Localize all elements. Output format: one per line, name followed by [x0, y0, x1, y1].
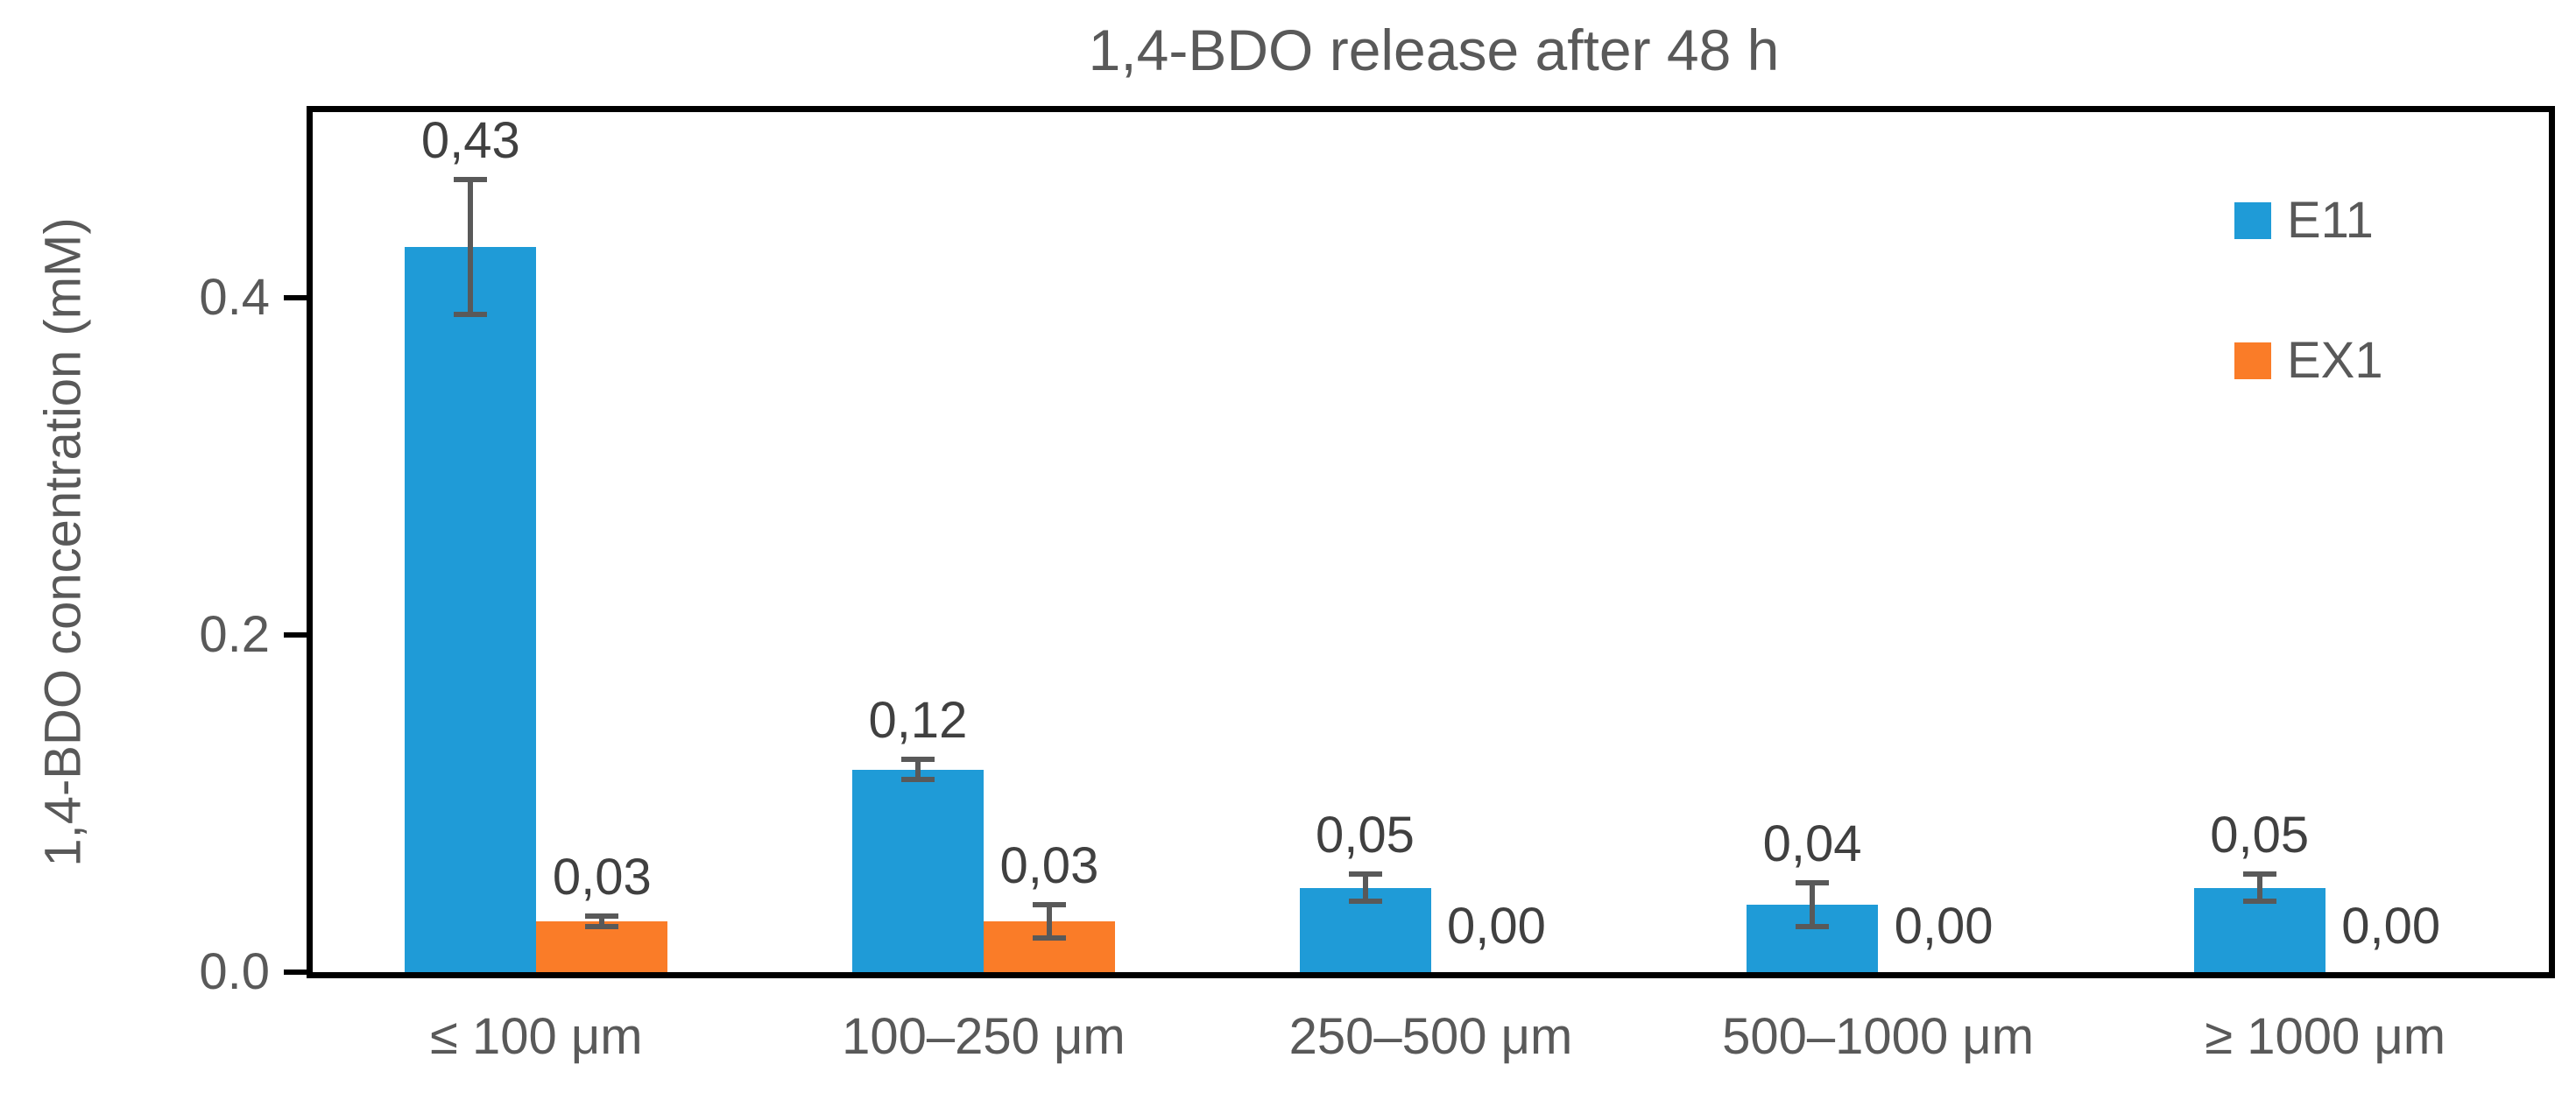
- plot-area: 0,43 0,12 0,05 0,04 0,05 0,03 0,03 0,00 0,00 0,00: [307, 106, 2555, 978]
- value-label-ex1-0: 0,03: [552, 849, 652, 906]
- value-label-e11-1: 0,12: [868, 692, 968, 750]
- error-bar-e11-0: [468, 180, 474, 315]
- bar-e11-0: [405, 247, 537, 972]
- value-label-e11-2: 0,05: [1316, 807, 1415, 864]
- chart-title: 1,4-BDO release after 48 h: [1088, 18, 1780, 82]
- error-bar-ex1-1: [1046, 904, 1052, 939]
- value-label-e11-0: 0,43: [420, 112, 520, 170]
- error-bar-e11-4: [2256, 874, 2262, 902]
- value-label-e11-3: 0,04: [1762, 814, 1862, 872]
- value-label-ex1-4: 0,00: [2341, 898, 2441, 955]
- x-tick-label: 100–250 μm: [842, 1008, 1126, 1065]
- error-bar-cap: [1796, 924, 1830, 929]
- y-tick-mark: [284, 631, 307, 638]
- x-tick-label: 500–1000 μm: [1722, 1008, 2035, 1065]
- error-bar-cap: [2242, 871, 2276, 878]
- error-bar-e11-1: [914, 759, 921, 780]
- error-bar-e11-2: [1362, 874, 1368, 902]
- x-tick-label: 250–500 μm: [1288, 1008, 1573, 1065]
- legend-label-e11: E11: [2287, 192, 2374, 249]
- error-bar-ex1-0: [599, 916, 605, 927]
- y-tick-mark: [284, 294, 307, 300]
- error-bar-cap: [1796, 879, 1830, 885]
- error-bar-cap: [454, 177, 488, 183]
- error-bar-cap: [1032, 935, 1066, 941]
- y-tick-label: 0.0: [199, 943, 270, 1000]
- error-bar-e11-3: [1810, 882, 1816, 927]
- value-label-ex1-3: 0,00: [1894, 898, 1994, 955]
- bar-e11-1: [851, 769, 984, 972]
- error-bar-cap: [900, 777, 935, 783]
- value-label-e11-4: 0,05: [2210, 807, 2310, 864]
- legend-swatch-e11: [2234, 202, 2271, 239]
- x-tick-label: ≤ 100 μm: [430, 1008, 643, 1065]
- error-bar-cap: [1348, 871, 1382, 878]
- legend-label-ex1: EX1: [2287, 332, 2383, 389]
- legend-swatch-ex1: [2234, 342, 2271, 379]
- y-tick-label: 0.2: [199, 605, 270, 663]
- error-bar-cap: [900, 757, 935, 763]
- legend-item-e11: E11: [2234, 194, 2374, 247]
- value-label-ex1-2: 0,00: [1447, 898, 1546, 955]
- y-tick-label: 0.4: [199, 268, 270, 326]
- error-bar-cap: [2242, 899, 2276, 905]
- y-tick-mark: [284, 970, 307, 975]
- bar-ex1-0: [536, 921, 668, 972]
- error-bar-cap: [454, 312, 488, 318]
- error-bar-cap: [1032, 901, 1066, 907]
- error-bar-cap: [1348, 899, 1382, 905]
- x-tick-label: ≥ 1000 μm: [2205, 1008, 2446, 1065]
- error-bar-cap: [585, 913, 619, 920]
- error-bar-cap: [585, 924, 619, 929]
- value-label-ex1-1: 0,03: [999, 836, 1099, 894]
- legend-item-ex1: EX1: [2234, 335, 2383, 387]
